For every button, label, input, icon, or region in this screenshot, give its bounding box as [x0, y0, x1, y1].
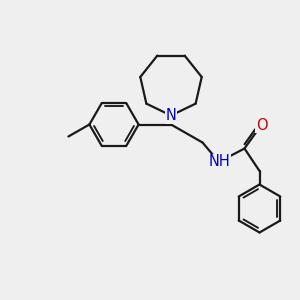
Text: N: N [166, 108, 176, 123]
Text: O: O [256, 118, 268, 133]
Text: NH: NH [208, 154, 230, 169]
